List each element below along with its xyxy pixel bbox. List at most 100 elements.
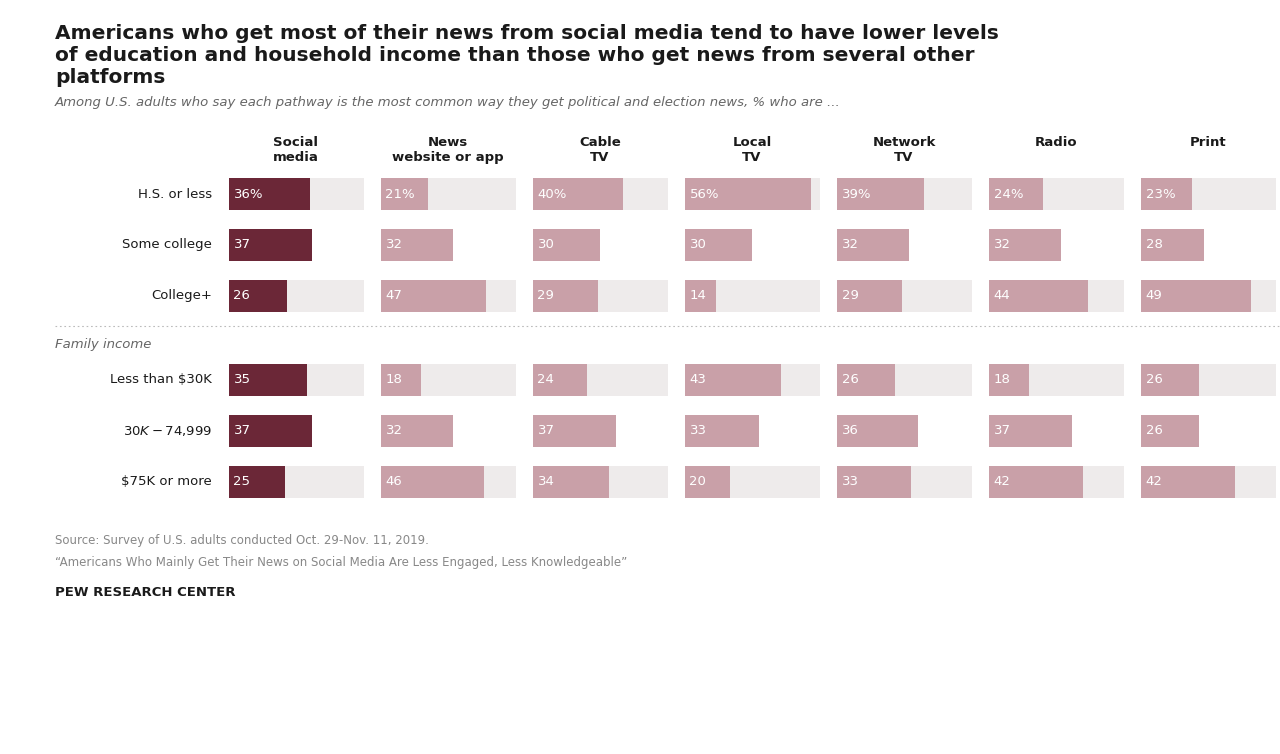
Bar (532, 178, 667, 210)
Bar (1140, 178, 1192, 210)
Text: 26: 26 (233, 290, 251, 302)
Text: $30K-$74,999: $30K-$74,999 (123, 424, 212, 438)
Text: 30: 30 (538, 238, 554, 252)
Text: 26: 26 (1146, 373, 1162, 387)
Bar (532, 415, 667, 447)
Bar (685, 466, 819, 498)
Bar (685, 229, 819, 261)
Text: 39%: 39% (841, 188, 870, 201)
Bar (532, 229, 667, 261)
Bar (229, 466, 364, 498)
Bar (229, 178, 364, 210)
Bar (532, 229, 600, 261)
Text: 35: 35 (233, 373, 251, 387)
Text: Radio: Radio (1034, 136, 1078, 149)
Bar (380, 364, 421, 396)
Text: College+: College+ (151, 290, 212, 302)
Text: 37: 37 (538, 425, 554, 437)
Bar (380, 178, 428, 210)
Bar (229, 364, 307, 396)
Text: 24%: 24% (993, 188, 1023, 201)
Text: 14: 14 (690, 290, 707, 302)
Bar (532, 466, 667, 498)
Bar (685, 280, 716, 312)
Bar (380, 229, 453, 261)
Bar (380, 280, 516, 312)
Text: 28: 28 (1146, 238, 1162, 252)
Text: 33: 33 (841, 476, 859, 489)
Text: 23%: 23% (1146, 188, 1175, 201)
Text: 32: 32 (385, 238, 402, 252)
Text: 34: 34 (538, 476, 554, 489)
Bar (229, 229, 364, 261)
Text: 42: 42 (1146, 476, 1162, 489)
Bar (988, 466, 1083, 498)
Text: 36%: 36% (233, 188, 262, 201)
Text: 18: 18 (993, 373, 1010, 387)
Bar (837, 466, 911, 498)
Bar (988, 280, 1124, 312)
Bar (837, 280, 972, 312)
Bar (532, 280, 667, 312)
Bar (1140, 466, 1275, 498)
Text: 25: 25 (233, 476, 251, 489)
Text: 24: 24 (538, 373, 554, 387)
Bar (837, 415, 972, 447)
Text: 26: 26 (1146, 425, 1162, 437)
Bar (1140, 415, 1199, 447)
Text: 43: 43 (690, 373, 707, 387)
Bar (837, 229, 972, 261)
Text: Print: Print (1189, 136, 1226, 149)
Bar (229, 229, 312, 261)
Bar (532, 466, 609, 498)
Bar (988, 364, 1029, 396)
Bar (532, 364, 667, 396)
Text: Network
TV: Network TV (872, 136, 936, 164)
Bar (1140, 280, 1251, 312)
Text: 37: 37 (233, 425, 251, 437)
Bar (837, 415, 918, 447)
Bar (988, 364, 1124, 396)
Bar (837, 364, 895, 396)
Text: 18: 18 (385, 373, 402, 387)
Bar (837, 229, 909, 261)
Bar (380, 415, 453, 447)
Bar (532, 280, 598, 312)
Bar (380, 280, 486, 312)
Bar (837, 364, 972, 396)
Text: PEW RESEARCH CENTER: PEW RESEARCH CENTER (55, 586, 236, 599)
Text: $75K or more: $75K or more (122, 476, 212, 489)
Bar (685, 280, 819, 312)
Bar (229, 415, 312, 447)
Bar (380, 466, 484, 498)
Text: 37: 37 (233, 238, 251, 252)
Text: Social
media: Social media (273, 136, 319, 164)
Bar (988, 415, 1124, 447)
Bar (1140, 415, 1275, 447)
Bar (1140, 466, 1235, 498)
Bar (685, 415, 819, 447)
Text: News
website or app: News website or app (392, 136, 504, 164)
Bar (229, 280, 364, 312)
Bar (1140, 364, 1199, 396)
Bar (837, 178, 972, 210)
Bar (1140, 229, 1203, 261)
Bar (837, 466, 972, 498)
Bar (229, 178, 310, 210)
Bar (532, 178, 622, 210)
Bar (1140, 364, 1275, 396)
Text: Family income: Family income (55, 338, 151, 351)
Bar (380, 415, 516, 447)
Text: 56%: 56% (690, 188, 719, 201)
Bar (988, 178, 1124, 210)
Text: 47: 47 (385, 290, 402, 302)
Text: 30: 30 (690, 238, 707, 252)
Text: 32: 32 (993, 238, 1010, 252)
Text: H.S. or less: H.S. or less (138, 188, 212, 201)
Bar (685, 178, 810, 210)
Bar (988, 280, 1088, 312)
Text: 44: 44 (993, 290, 1010, 302)
Bar (380, 178, 516, 210)
Bar (229, 415, 364, 447)
Bar (380, 466, 516, 498)
